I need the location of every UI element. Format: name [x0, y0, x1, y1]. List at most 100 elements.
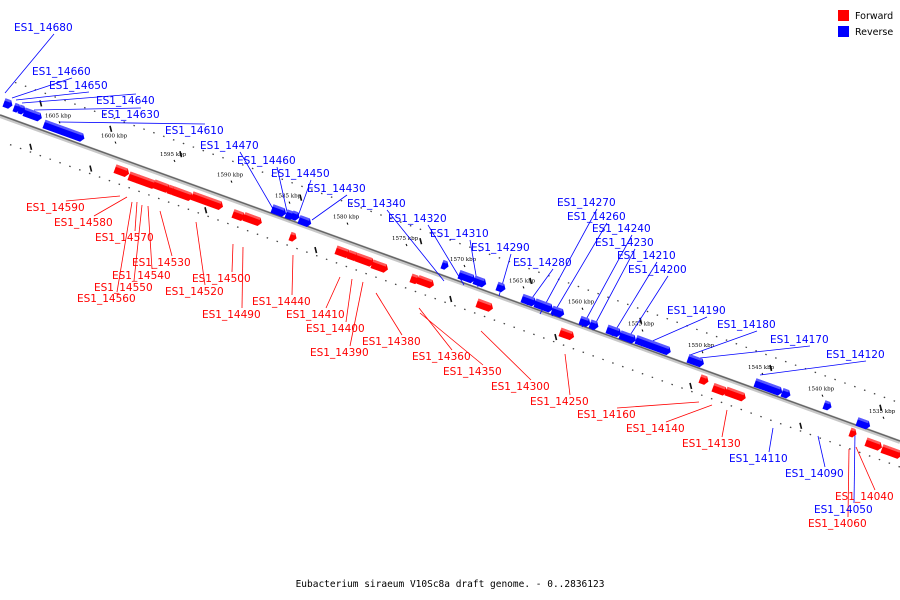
leader-line	[11, 77, 73, 99]
strand-mark	[419, 237, 423, 245]
coordinate-ticks: 1605 kbp 1600 kbp 1595 kbp 1590 kbp 1585 kbp…	[29, 100, 896, 429]
reverse-gene-label: ES1_14280	[513, 257, 572, 269]
reverse-gene-label: ES1_14340	[347, 198, 406, 210]
forward-gene	[231, 209, 246, 222]
leader-line	[93, 196, 128, 217]
leader-line	[539, 208, 598, 315]
forward-gene-label: ES1_14410	[286, 309, 345, 321]
leader-line	[159, 210, 173, 257]
forward-gene	[346, 249, 359, 262]
forward-gene-label: ES1_14440	[252, 296, 311, 308]
strand-mark	[179, 151, 183, 158]
reverse-gene-label: ES1_14210	[617, 250, 676, 262]
leader-line	[296, 179, 312, 220]
coordinate-tick-label: 1590 kbp	[217, 173, 244, 179]
leader-line	[231, 243, 234, 273]
forward-gene	[152, 179, 170, 193]
forward-gene	[880, 444, 900, 459]
reverse-gene-label: ES1_14470	[200, 140, 259, 152]
forward-gene-label: ES1_14500	[192, 273, 251, 285]
forward-gene	[848, 427, 857, 438]
strand-mark	[554, 333, 558, 341]
reverse-gene	[686, 353, 704, 368]
forward-gene	[698, 374, 709, 385]
coordinate-tick-label: 1555 kbp	[628, 321, 655, 327]
reverse-gene	[578, 315, 591, 328]
forward-gene-label: ES1_14540	[112, 270, 171, 282]
leader-line	[551, 222, 608, 317]
leader-line	[15, 91, 90, 101]
tick-mark	[882, 416, 885, 419]
forward-gene	[242, 212, 262, 227]
leader-line	[375, 292, 403, 336]
leader-line	[239, 151, 277, 215]
map-caption: Eubacterium siraeum V10Sc8a draft genome…	[296, 579, 605, 590]
legend-label-forward: Forward	[855, 11, 893, 22]
tick-mark	[522, 286, 525, 289]
forward-gene	[171, 186, 193, 202]
tick-mark	[346, 222, 349, 225]
leader-line	[689, 330, 758, 356]
gene-features	[2, 98, 900, 459]
strand-mark	[299, 194, 303, 201]
forward-gene	[370, 259, 388, 273]
leader-line	[616, 401, 700, 409]
coordinate-tick-label: 1605 kbp	[45, 113, 72, 119]
leader-line	[427, 224, 465, 286]
leader-line	[147, 205, 153, 270]
forward-gene-label: ES1_14570	[95, 232, 154, 244]
strand-dotted-lines	[9, 81, 900, 468]
reverse-gene	[520, 293, 537, 307]
strand-mark	[109, 125, 113, 133]
reverse-gene-label: ES1_14680	[14, 22, 73, 34]
coordinate-tick-label: 1575 kbp	[392, 236, 419, 242]
forward-gene-label: ES1_14550	[94, 282, 153, 294]
reverse-gene	[17, 104, 26, 115]
leader-line	[564, 353, 571, 396]
strand-dotted-line	[9, 144, 900, 468]
forward-gene	[190, 191, 224, 210]
leader-line	[581, 234, 633, 328]
tick-mark	[230, 180, 233, 183]
reverse-gene	[533, 298, 553, 313]
reverse-gene-label: ES1_14200	[628, 264, 687, 276]
reverse-gene	[42, 119, 85, 142]
leader-line	[195, 221, 206, 286]
leader-line	[418, 307, 453, 351]
tick-mark	[701, 350, 704, 354]
leader-line	[4, 33, 55, 94]
leader-line	[116, 201, 133, 293]
reverse-gene	[22, 107, 42, 122]
leader-line	[591, 248, 636, 331]
forward-gene	[558, 327, 575, 341]
reverse-gene	[290, 210, 300, 221]
reverse-gene-label: ES1_14630	[101, 109, 160, 121]
reverse-gene-label: ES1_14190	[667, 305, 726, 317]
reverse-gene-label: ES1_14090	[785, 468, 844, 480]
forward-gene-label: ES1_14590	[26, 202, 85, 214]
reverse-gene	[550, 305, 565, 318]
leader-line	[325, 276, 341, 309]
forward-gene-label: ES1_14300	[491, 381, 550, 393]
leader-line	[768, 427, 774, 453]
coordinate-tick-label: 1565 kbp	[509, 278, 536, 284]
reverse-gene-label: ES1_14120	[826, 349, 885, 361]
strand-mark	[89, 165, 93, 172]
leader-line	[611, 261, 658, 337]
reverse-gene-label: ES1_14170	[770, 334, 829, 346]
coordinate-tick-label: 1600 kbp	[101, 134, 128, 140]
strand-mark	[879, 404, 883, 411]
forward-gene-label: ES1_14040	[835, 491, 894, 503]
forward-gene-label: ES1_14140	[626, 423, 685, 435]
tick-mark	[58, 121, 61, 124]
reverse-gene-label: ES1_14050	[814, 504, 873, 516]
strand-mark	[529, 277, 533, 285]
reverse-gene-label: ES1_14290	[471, 242, 530, 254]
reverse-gene-label: ES1_14610	[165, 125, 224, 137]
forward-gene-label: ES1_14060	[808, 518, 867, 530]
leader-line	[33, 107, 142, 111]
leader-line	[759, 360, 867, 376]
coordinate-tick-label: 1560 kbp	[568, 300, 595, 306]
reverse-gene	[618, 330, 636, 344]
reverse-gene	[270, 204, 287, 217]
